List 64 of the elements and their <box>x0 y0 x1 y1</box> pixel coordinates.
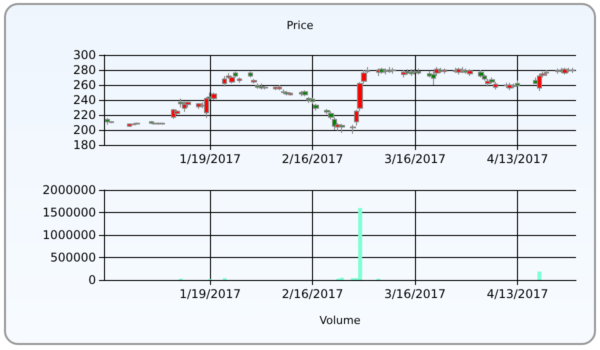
candlestick <box>442 68 447 74</box>
y-tick-label: 1000000 <box>42 228 96 242</box>
candlestick <box>478 70 484 78</box>
candlestick <box>313 103 319 111</box>
x-tick-label: 3/16/2017 <box>384 152 446 166</box>
candlestick <box>211 92 217 100</box>
x-tick-label: 2/16/2017 <box>282 287 344 301</box>
candlestick <box>251 78 257 84</box>
y-tick-label: 0 <box>88 273 96 287</box>
candlestick <box>383 68 388 75</box>
candlestick <box>566 67 571 73</box>
candlestick <box>350 124 356 134</box>
x-tick-label: 2/16/2017 <box>282 152 344 166</box>
candlestick <box>174 109 180 116</box>
candlestick <box>537 73 542 92</box>
x-tick-label: 3/16/2017 <box>384 287 446 301</box>
x-tick-label: 4/13/2017 <box>486 152 548 166</box>
y-tick-label: 200 <box>73 123 96 137</box>
y-tick-label: 2000000 <box>42 183 96 197</box>
y-tick-label: 220 <box>73 108 96 122</box>
candlestick <box>438 67 443 74</box>
candlestick <box>339 124 345 134</box>
bar <box>358 208 362 280</box>
candlestick <box>460 66 465 74</box>
candlestick <box>493 82 498 90</box>
x-tick-label: 1/19/2017 <box>179 287 241 301</box>
candlestick <box>134 122 140 126</box>
candlestick <box>105 118 110 126</box>
candlestick <box>262 85 268 90</box>
candlestick <box>248 71 253 78</box>
candlestick <box>431 71 436 86</box>
candlestick <box>409 68 414 76</box>
candlestick <box>416 68 421 75</box>
y-tick-label: 280 <box>73 63 96 77</box>
candlestick <box>302 90 308 97</box>
x-tick-label: 4/13/2017 <box>486 287 548 301</box>
candlestick <box>467 68 473 76</box>
candlestick <box>237 77 242 84</box>
y-tick-label: 1500000 <box>42 206 96 220</box>
bar <box>537 271 542 280</box>
x-tick-label: 1/19/2017 <box>179 152 241 166</box>
candlestick <box>288 92 293 96</box>
candlestick <box>222 76 227 87</box>
candlestick <box>570 67 575 74</box>
x-axis-title: Volume <box>320 314 361 327</box>
y-tick-label: 180 <box>73 138 96 152</box>
candlestick <box>390 67 396 74</box>
candlestick <box>182 101 187 112</box>
candlestick <box>255 83 260 90</box>
candlestick <box>149 120 154 124</box>
chart-title: Price <box>286 19 314 32</box>
y-tick-label: 300 <box>73 48 96 62</box>
candlestick <box>229 76 235 84</box>
candlestick <box>277 84 282 91</box>
y-tick-label: 500000 <box>50 250 96 264</box>
candlestick <box>555 68 560 74</box>
candlestick <box>515 80 520 87</box>
candlestick <box>405 68 410 75</box>
candlestick <box>127 122 132 128</box>
y-tick-label: 260 <box>73 78 96 92</box>
candlestick <box>310 97 315 104</box>
candlestick <box>204 96 209 118</box>
candlestick <box>544 70 549 76</box>
y-tick-label: 240 <box>73 93 96 107</box>
